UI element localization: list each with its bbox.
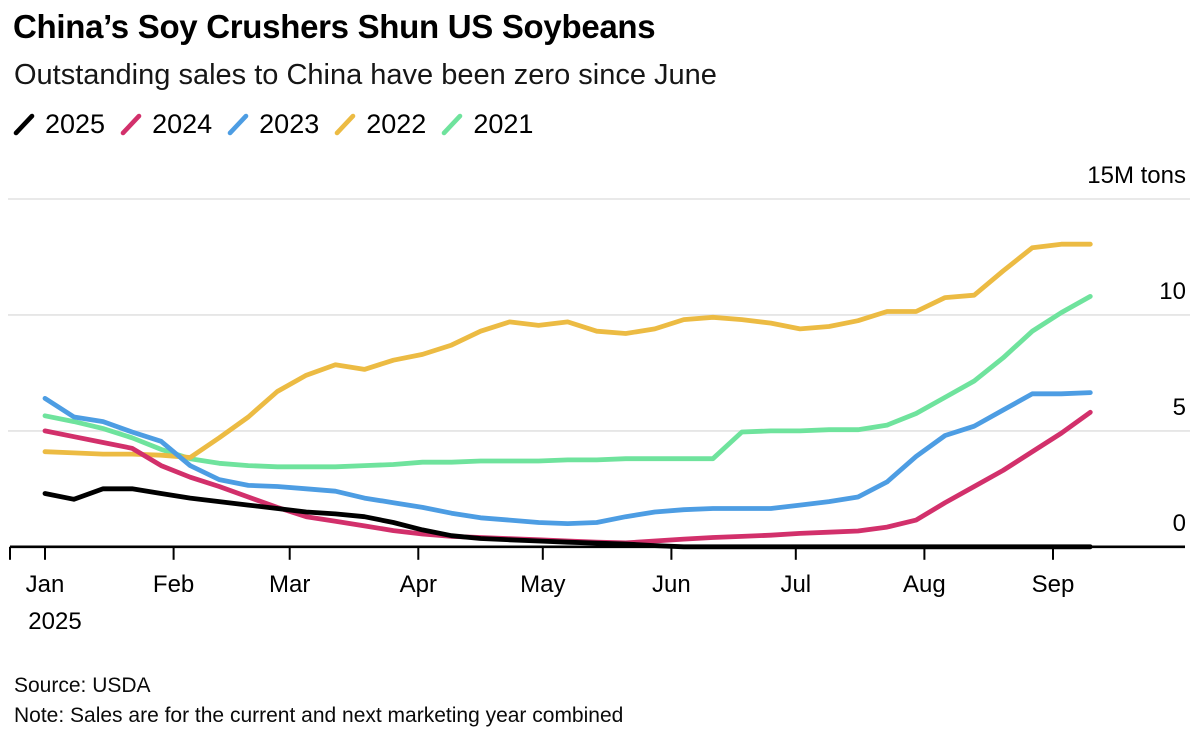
legend: 2025 2024 2023 2022 2021 xyxy=(12,109,533,140)
x-tick-label-mar: Mar xyxy=(269,571,310,598)
chart-footer: Source: USDA Note: Sales are for the cur… xyxy=(14,671,623,731)
legend-item-2021: 2021 xyxy=(440,109,533,140)
y-tick-label-5: 5 xyxy=(1173,394,1186,421)
legend-item-2023: 2023 xyxy=(226,109,319,140)
legend-swatch-2021-icon xyxy=(442,113,463,135)
x-tick-label-feb: Feb xyxy=(153,571,194,598)
y-tick-label-10: 10 xyxy=(1159,278,1186,305)
x-tick-label-jul: Jul xyxy=(780,571,811,598)
y-tick-label-0: 0 xyxy=(1173,510,1186,537)
x-tick-label-apr: Apr xyxy=(400,571,437,598)
legend-swatch-2024-icon xyxy=(120,113,142,135)
legend-item-2022: 2022 xyxy=(333,109,426,140)
legend-label-2023: 2023 xyxy=(259,109,320,139)
series-line-2022 xyxy=(42,241,1093,460)
chart-title: China’s Soy Crushers Shun US Soybeans xyxy=(13,8,656,45)
legend-label-2025: 2025 xyxy=(45,109,106,139)
y-axis-unit-label: 15M tons xyxy=(1087,162,1186,189)
series-line-2023 xyxy=(42,390,1093,526)
chart-subtitle: Outstanding sales to China have been zer… xyxy=(14,59,717,91)
legend-swatch-2025-icon xyxy=(13,113,35,135)
x-tick-label-may: May xyxy=(520,571,565,598)
legend-label-2022: 2022 xyxy=(366,109,427,139)
legend-swatch-2023-icon xyxy=(227,113,249,135)
series-line-2021 xyxy=(42,293,1093,470)
x-tick-label-jun: Jun xyxy=(652,571,691,598)
x-tick-label-aug: Aug xyxy=(903,571,946,598)
series-line-2025 xyxy=(42,486,1093,550)
legend-label-2024: 2024 xyxy=(152,109,213,139)
x-tick-year-label: 2025 xyxy=(28,608,81,635)
legend-swatch-2022-icon xyxy=(334,113,356,135)
methodology-note: Note: Sales are for the current and next… xyxy=(14,704,624,728)
x-tick-label-sep: Sep xyxy=(1032,571,1075,598)
legend-label-2021: 2021 xyxy=(473,109,534,139)
source-note: Source: USDA xyxy=(14,674,151,697)
legend-item-2025: 2025 xyxy=(12,109,105,140)
x-tick-label-jan: Jan xyxy=(26,571,65,598)
legend-item-2024: 2024 xyxy=(119,109,212,140)
